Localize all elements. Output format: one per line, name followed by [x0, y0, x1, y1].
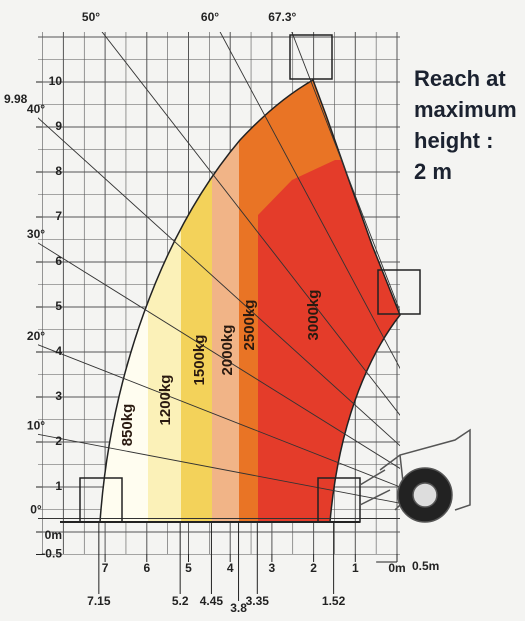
y-tick-label: 7 [55, 209, 62, 223]
y-tick-label: 5 [55, 299, 62, 313]
angle-label: 67.3° [268, 10, 296, 24]
y-tick-label: 1 [55, 479, 62, 493]
angle-label: 30° [27, 227, 45, 241]
x-tick-label: 2 [310, 561, 317, 575]
reach-label: 1.52 [322, 594, 346, 608]
reach-label: 5.2 [172, 594, 189, 608]
reach-label: 4.45 [200, 594, 224, 608]
x-tick-label: 5 [185, 561, 192, 575]
y-tick-label: 4 [55, 344, 62, 358]
x-tick-label: 3 [269, 561, 276, 575]
zone-label: 2500kg [241, 300, 258, 351]
angle-label: 60° [201, 10, 219, 24]
angle-label: 50° [82, 10, 100, 24]
load-chart: -0.5 0m 1 2 3 4 5 6 7 8 9 10 9.98 7 6 5 4 3 2 1 0m 7.15 5.2 4.4… [0, 0, 525, 616]
title-line: maximum [414, 97, 517, 122]
y-tick-label: 8 [55, 164, 62, 178]
x-tick-label: 4 [227, 561, 234, 575]
y-tick-label: 9 [55, 119, 62, 133]
y-tick-label: -0.5 [41, 547, 62, 561]
reach-label: 7.15 [87, 594, 111, 608]
scale-label: 0.5m [412, 559, 439, 573]
x-tick-label: 1 [352, 561, 359, 575]
title-line: height : [414, 128, 493, 153]
y-tick-label: 6 [55, 254, 62, 268]
reach-label: 3.35 [246, 594, 270, 608]
y-tick-label: 2 [55, 434, 62, 448]
angle-label: 20° [27, 329, 45, 343]
x-tick-label: 0m [388, 561, 405, 575]
title-line: 2 m [414, 159, 452, 184]
angle-label: 0° [30, 503, 42, 517]
x-tick-label: 6 [143, 561, 150, 575]
zone-label: 850kg [119, 404, 136, 447]
zone-label: 1200kg [157, 375, 174, 426]
y-tick-label: 3 [55, 389, 62, 403]
hub [413, 483, 437, 507]
y-tick-label: 0m [45, 528, 62, 542]
x-tick-label: 7 [102, 561, 109, 575]
angle-label: 40° [27, 102, 45, 116]
zone-label: 2000kg [219, 325, 236, 376]
zone-label: 3000kg [305, 290, 322, 341]
zone-label: 1500kg [191, 335, 208, 386]
angle-label: 10° [27, 418, 45, 432]
max-height-label: 9.98 [4, 92, 28, 106]
title-line: Reach at [414, 66, 506, 91]
y-tick-label: 10 [49, 74, 63, 88]
